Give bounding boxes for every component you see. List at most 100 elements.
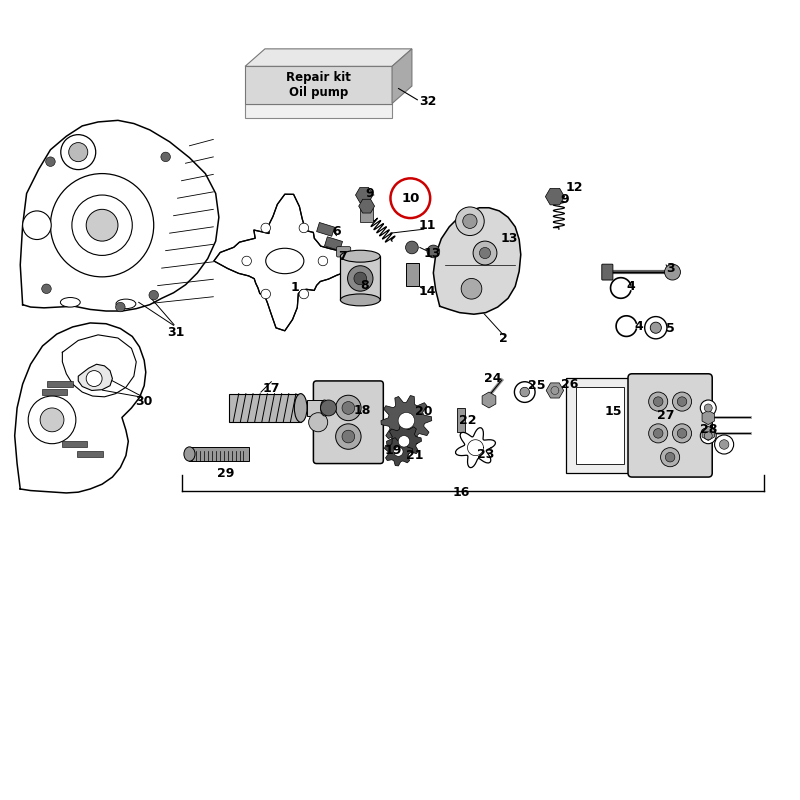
Text: 1: 1 xyxy=(290,282,299,294)
Ellipse shape xyxy=(116,299,136,309)
Circle shape xyxy=(261,223,270,233)
Bar xyxy=(78,451,103,457)
Bar xyxy=(458,408,465,432)
Bar xyxy=(341,256,380,300)
Text: 27: 27 xyxy=(658,410,675,422)
Circle shape xyxy=(427,245,440,258)
Ellipse shape xyxy=(321,400,329,416)
Circle shape xyxy=(398,413,414,429)
Text: 7: 7 xyxy=(338,250,346,263)
Text: 16: 16 xyxy=(453,486,470,499)
Circle shape xyxy=(299,223,309,233)
Text: 2: 2 xyxy=(499,332,508,346)
Polygon shape xyxy=(434,208,521,314)
Circle shape xyxy=(666,453,675,462)
Circle shape xyxy=(654,429,663,438)
Circle shape xyxy=(40,408,64,432)
Text: 8: 8 xyxy=(361,279,370,292)
Text: 21: 21 xyxy=(406,449,423,462)
FancyBboxPatch shape xyxy=(628,374,712,477)
Ellipse shape xyxy=(60,298,80,307)
Ellipse shape xyxy=(266,248,304,274)
Text: 28: 28 xyxy=(699,423,717,436)
Text: 17: 17 xyxy=(262,382,280,394)
Text: 10: 10 xyxy=(401,192,419,205)
Circle shape xyxy=(461,278,482,299)
Text: 24: 24 xyxy=(484,372,502,385)
Circle shape xyxy=(342,430,354,443)
Circle shape xyxy=(661,448,680,466)
Bar xyxy=(47,381,73,387)
Circle shape xyxy=(22,211,51,239)
Circle shape xyxy=(673,392,691,411)
Bar xyxy=(42,389,67,395)
Circle shape xyxy=(342,402,354,414)
Polygon shape xyxy=(358,199,374,213)
Circle shape xyxy=(673,424,691,443)
Text: 29: 29 xyxy=(217,466,234,479)
Bar xyxy=(406,262,419,286)
Circle shape xyxy=(50,174,154,277)
Text: 19: 19 xyxy=(385,443,402,457)
Polygon shape xyxy=(78,364,113,390)
Polygon shape xyxy=(386,424,422,458)
Circle shape xyxy=(456,207,484,235)
Bar xyxy=(245,103,392,118)
Text: 4: 4 xyxy=(634,320,642,333)
Circle shape xyxy=(394,447,403,456)
Text: 12: 12 xyxy=(566,181,583,194)
Polygon shape xyxy=(392,49,412,103)
Circle shape xyxy=(678,397,686,406)
Circle shape xyxy=(650,322,662,334)
Polygon shape xyxy=(546,383,564,398)
Circle shape xyxy=(390,178,430,218)
Bar xyxy=(317,222,334,236)
Polygon shape xyxy=(381,395,432,446)
Circle shape xyxy=(261,290,270,298)
Polygon shape xyxy=(546,188,565,205)
Bar xyxy=(576,387,625,463)
Polygon shape xyxy=(245,49,412,66)
Circle shape xyxy=(479,247,490,258)
Text: 26: 26 xyxy=(561,378,578,390)
Circle shape xyxy=(649,392,668,411)
Text: 9: 9 xyxy=(560,194,569,206)
Circle shape xyxy=(645,317,667,339)
Circle shape xyxy=(520,387,530,397)
Bar xyxy=(325,237,342,250)
Circle shape xyxy=(115,302,125,312)
Text: 3: 3 xyxy=(666,262,674,275)
Bar xyxy=(307,400,325,416)
Text: 30: 30 xyxy=(135,395,153,408)
Circle shape xyxy=(719,440,729,450)
Circle shape xyxy=(704,404,712,412)
Circle shape xyxy=(61,134,96,170)
Circle shape xyxy=(714,435,734,454)
Text: Repair kit: Repair kit xyxy=(286,71,351,84)
Circle shape xyxy=(336,424,361,450)
Text: 32: 32 xyxy=(419,94,437,108)
Text: 11: 11 xyxy=(419,218,437,232)
Circle shape xyxy=(406,241,418,254)
Polygon shape xyxy=(385,438,413,466)
Text: 25: 25 xyxy=(528,379,546,392)
Circle shape xyxy=(69,142,88,162)
FancyBboxPatch shape xyxy=(602,264,613,280)
Circle shape xyxy=(318,256,328,266)
Circle shape xyxy=(72,195,132,255)
Circle shape xyxy=(336,395,361,421)
Circle shape xyxy=(462,214,477,229)
Ellipse shape xyxy=(294,394,307,422)
FancyBboxPatch shape xyxy=(337,246,350,257)
Text: 15: 15 xyxy=(604,406,622,418)
Text: 6: 6 xyxy=(332,225,341,238)
Bar xyxy=(245,66,392,103)
Ellipse shape xyxy=(341,250,380,262)
Circle shape xyxy=(473,241,497,265)
Text: 18: 18 xyxy=(353,404,370,417)
Circle shape xyxy=(242,256,251,266)
Circle shape xyxy=(704,432,712,440)
Circle shape xyxy=(309,413,328,432)
Circle shape xyxy=(28,396,76,444)
Ellipse shape xyxy=(341,294,380,306)
